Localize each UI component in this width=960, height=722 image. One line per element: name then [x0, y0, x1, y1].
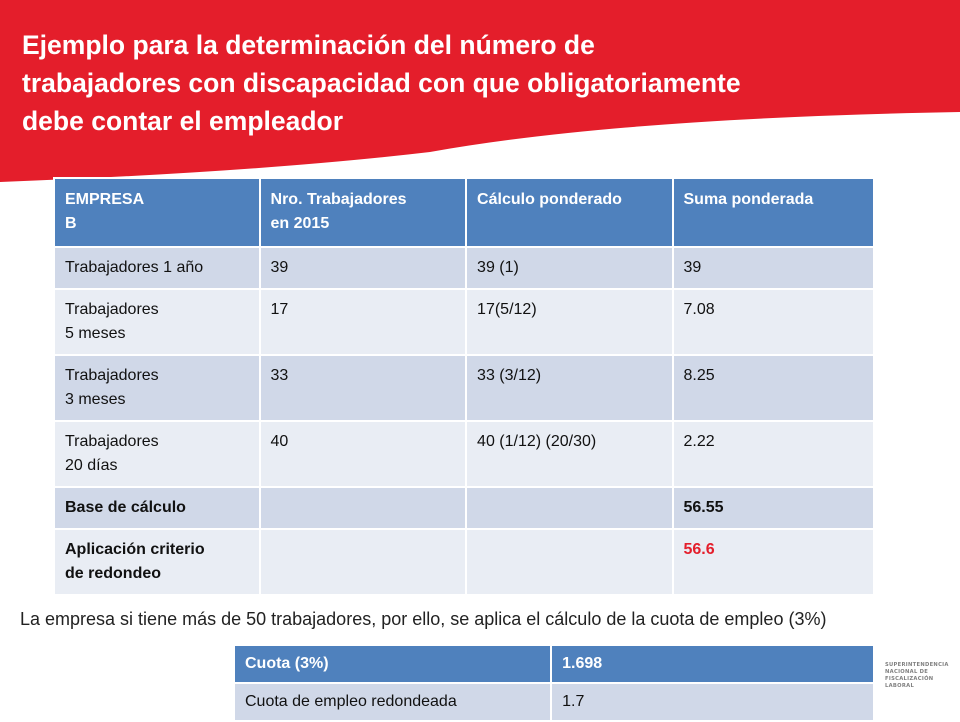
table-row: Trabajadores 20 días 40 40 (1/12) (20/30… [53, 420, 875, 488]
sunafil-logo: SUPERINTENDENCIA NACIONAL DE FISCALIZACI… [885, 662, 957, 690]
cell-empty [465, 486, 674, 530]
cell-weighted-sum: 8.25 [671, 354, 875, 422]
logo-line: NACIONAL DE [885, 669, 929, 675]
cell-weighted-calc: 39 (1) [465, 246, 674, 290]
title-banner [0, 0, 960, 182]
cell-category: Aplicación criterio de redondeo [53, 528, 261, 596]
weighted-calculation-table: EMPRESA B Nro. Trabajadores en 2015 Cálc… [53, 177, 875, 596]
cell-category: Trabajadores 20 días [53, 420, 261, 488]
logo-line: SUPERINTENDENCIA [885, 662, 949, 668]
quota-rounded-value: 1.7 [550, 682, 875, 722]
cell-base-calculo-value: 56.55 [671, 486, 875, 530]
quota-value: 1.698 [550, 644, 875, 684]
cell-weighted-calc: 33 (3/12) [465, 354, 674, 422]
cell-weighted-calc: 17(5/12) [465, 288, 674, 356]
cell-weighted-calc: 40 (1/12) (20/30) [465, 420, 674, 488]
table-row-redondeo: Aplicación criterio de redondeo 56.6 [53, 528, 875, 596]
cell-workers: 39 [258, 246, 468, 290]
table-row: Trabajadores 5 meses 17 17(5/12) 7.08 [53, 288, 875, 356]
header-empresa-text: EMPRESA B [65, 191, 145, 232]
quota-table: Cuota (3%) 1.698 Cuota de empleo redonde… [232, 644, 875, 722]
header-nro-trabajadores: Nro. Trabajadores en 2015 [258, 177, 468, 248]
logo-line: LABORAL [885, 683, 915, 689]
title-line-3: debe contar el empleador [22, 106, 344, 136]
title-line-2: trabajadores con discapacidad con que ob… [22, 68, 741, 98]
cell-category: Trabajadores 3 meses [53, 354, 261, 422]
cell-empty [258, 486, 468, 530]
cell-weighted-sum: 2.22 [671, 420, 875, 488]
quota-header-row: Cuota (3%) 1.698 [232, 644, 875, 684]
cell-category: Trabajadores 1 año [53, 246, 261, 290]
page-title: Ejemplo para la determinación del número… [22, 26, 842, 140]
header-calculo-ponderado: Cálculo ponderado [465, 177, 674, 248]
table-row: Trabajadores 1 año 39 39 (1) 39 [53, 246, 875, 290]
table-row: Trabajadores 3 meses 33 33 (3/12) 8.25 [53, 354, 875, 422]
cell-empty [465, 528, 674, 596]
logo-line: FISCALIZACIÓN [885, 676, 934, 682]
title-line-1: Ejemplo para la determinación del número… [22, 30, 595, 60]
cell-weighted-sum: 39 [671, 246, 875, 290]
table-header-row: EMPRESA B Nro. Trabajadores en 2015 Cálc… [53, 177, 875, 248]
cell-category: Trabajadores 5 meses [53, 288, 261, 356]
cell-category: Base de cálculo [53, 486, 261, 530]
header-empresa: EMPRESA B [53, 177, 261, 248]
explanatory-note: La empresa si tiene más de 50 trabajador… [20, 609, 827, 629]
cell-workers: 17 [258, 288, 468, 356]
cell-workers: 33 [258, 354, 468, 422]
cell-redondeo-value: 56.6 [671, 528, 875, 596]
cell-workers: 40 [258, 420, 468, 488]
table-row-base-calculo: Base de cálculo 56.55 [53, 486, 875, 530]
cell-empty [258, 528, 468, 596]
quota-rounded-label: Cuota de empleo redondeada [232, 682, 553, 722]
quota-label: Cuota (3%) [232, 644, 553, 684]
quota-rounded-row: Cuota de empleo redondeada 1.7 [232, 682, 875, 722]
header-suma-ponderada: Suma ponderada [671, 177, 875, 248]
cell-weighted-sum: 7.08 [671, 288, 875, 356]
header-nro-trabajadores-text: Nro. Trabajadores en 2015 [270, 191, 407, 232]
